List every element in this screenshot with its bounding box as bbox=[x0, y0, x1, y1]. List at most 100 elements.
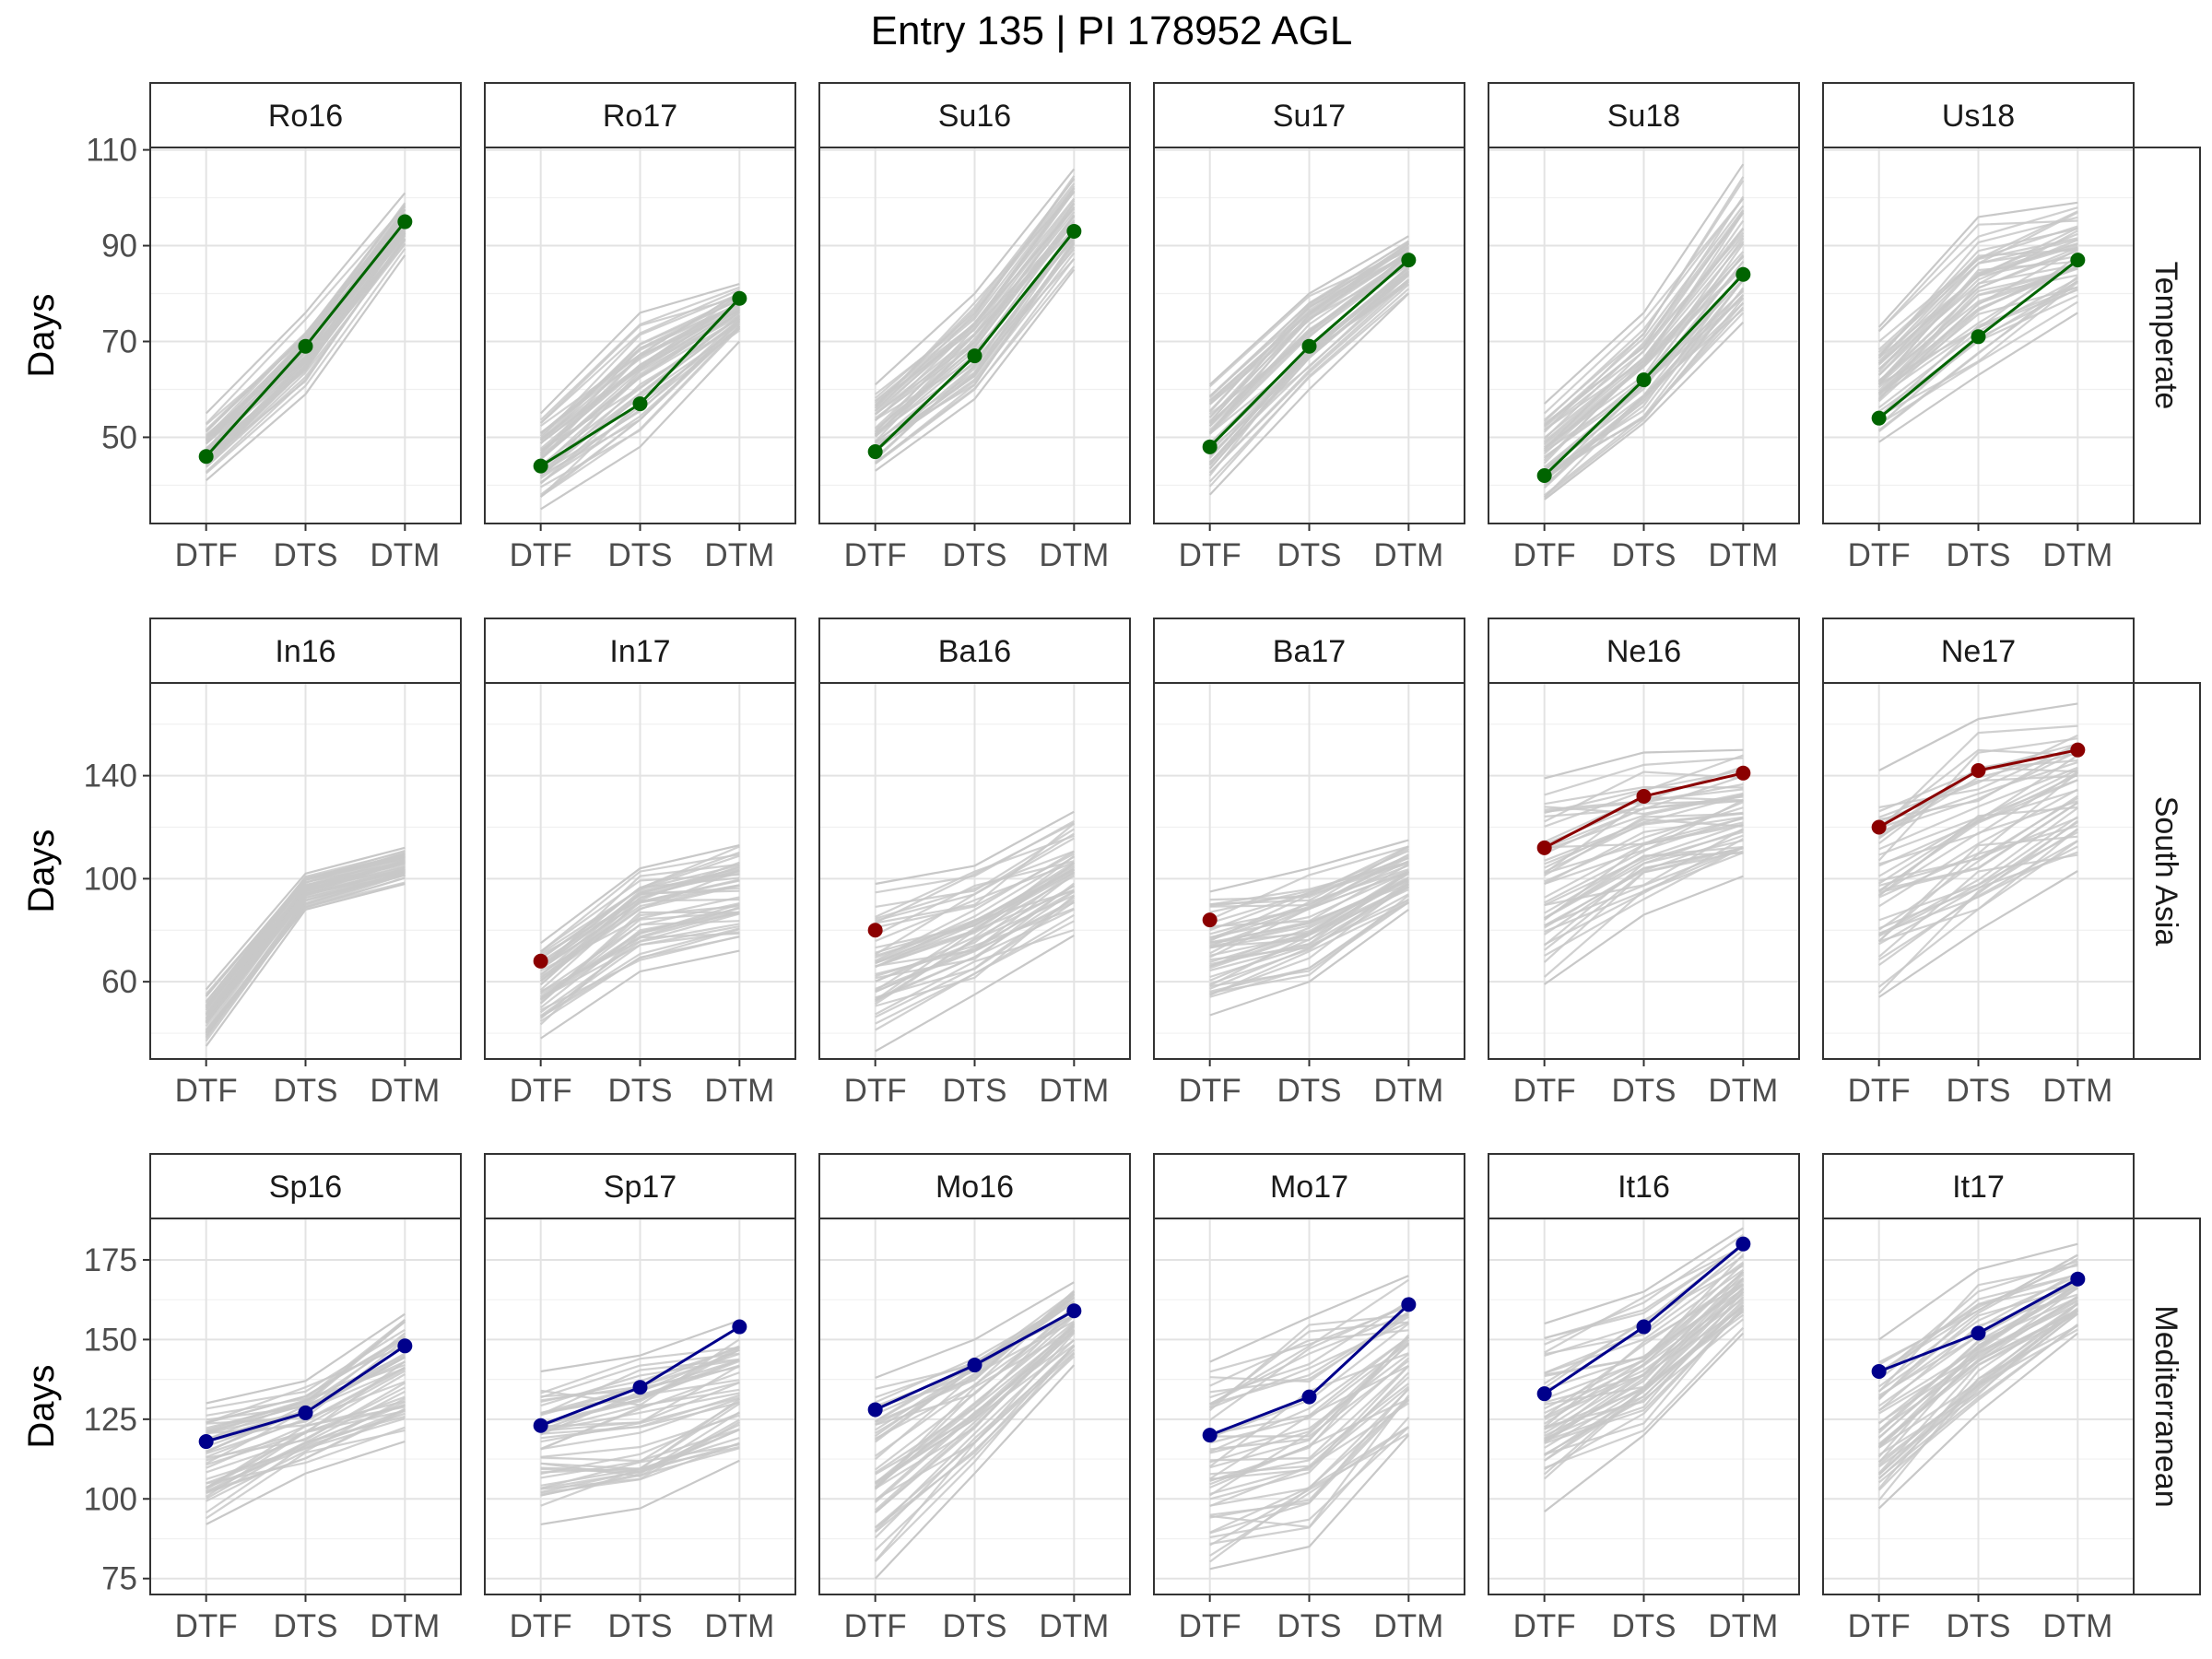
row-strip-box bbox=[2133, 682, 2201, 1060]
background-series-line bbox=[1877, 853, 2078, 958]
facet-label: Su18 bbox=[1607, 99, 1680, 134]
background-series-line bbox=[205, 877, 406, 1031]
background-series-line bbox=[1209, 869, 1409, 947]
background-series-line bbox=[875, 1345, 1076, 1529]
highlight-point bbox=[1536, 468, 1552, 484]
background-series-line bbox=[206, 234, 406, 462]
background-series-line bbox=[1209, 901, 1409, 996]
background-series-line bbox=[1878, 300, 2078, 426]
background-series-line bbox=[875, 1323, 1076, 1484]
highlight-point bbox=[1971, 329, 1986, 345]
background-series-line bbox=[1544, 875, 1744, 985]
facet-panel-it17: It17 DTF DTS DTM bbox=[1822, 1153, 2135, 1644]
facet-panel-ne16: Ne16 DTF DTS DTM bbox=[1488, 618, 1800, 1109]
x-tick-label: DTM bbox=[2042, 1073, 2112, 1109]
background-series-line bbox=[1209, 1394, 1410, 1529]
highlight-point bbox=[533, 953, 548, 969]
background-series-line bbox=[875, 894, 1075, 1003]
facet-panel-sp16: Sp16 DTF DTS DTM 75 100 125 150 175 Days bbox=[21, 1153, 462, 1644]
background-series-line bbox=[875, 901, 1075, 990]
background-series-line bbox=[205, 869, 406, 1023]
background-series-line bbox=[1208, 280, 1410, 474]
highlight-point bbox=[2070, 742, 2086, 758]
facet-label: Ro17 bbox=[603, 99, 677, 134]
background-series-line bbox=[1208, 259, 1409, 428]
background-series-line bbox=[1544, 1277, 1744, 1418]
facet-strip bbox=[818, 1153, 1131, 1219]
background-series-line bbox=[1544, 792, 1744, 816]
x-tick-label: DTM bbox=[1708, 537, 1778, 573]
background-series-line bbox=[1209, 1395, 1410, 1519]
highlight-point bbox=[198, 449, 214, 465]
highlight-point bbox=[1871, 410, 1887, 426]
facet-panel-mo16: Mo16 DTF DTS DTM bbox=[818, 1153, 1131, 1644]
background-series-line bbox=[1878, 702, 2078, 771]
background-series-line bbox=[540, 884, 740, 975]
row-strip-south-asia: South Asia bbox=[2133, 682, 2201, 1060]
background-series-line bbox=[1543, 267, 1745, 451]
background-series-line bbox=[1878, 796, 2078, 882]
background-series-line bbox=[205, 248, 406, 475]
background-series-line bbox=[1544, 1326, 1745, 1469]
background-series-line bbox=[1878, 1274, 2078, 1381]
background-series-line bbox=[875, 268, 1076, 472]
background-series-line bbox=[1878, 819, 2078, 966]
background-series-line bbox=[206, 1408, 406, 1480]
background-series-line bbox=[205, 855, 406, 1009]
background-series-line bbox=[875, 934, 1075, 1053]
background-series-line bbox=[1208, 235, 1409, 386]
x-tick-label: DTM bbox=[1708, 1608, 1778, 1644]
background-series-line bbox=[540, 1359, 740, 1415]
x-tick-label: DTS bbox=[943, 537, 1007, 573]
background-series-line bbox=[1544, 1277, 1745, 1442]
background-series-line bbox=[540, 872, 740, 969]
background-series-line bbox=[539, 286, 740, 421]
background-series-line bbox=[540, 878, 740, 971]
background-series-line bbox=[540, 912, 740, 993]
facet-panel-su17: Su17 DTF DTS DTM bbox=[1153, 82, 1465, 573]
background-series-line bbox=[1878, 851, 2078, 946]
background-series-line bbox=[1544, 1301, 1745, 1429]
x-tick-label: DTF bbox=[175, 1608, 238, 1644]
highlight-point bbox=[867, 1402, 883, 1418]
background-series-line bbox=[1878, 750, 2078, 833]
x-tick-label: DTS bbox=[1612, 537, 1677, 573]
y-tick-label: 70 bbox=[101, 324, 137, 359]
background-series-line bbox=[875, 868, 1075, 964]
background-series-line bbox=[1209, 1365, 1410, 1480]
background-series-line bbox=[1209, 845, 1409, 908]
x-tick-label: DTM bbox=[704, 1608, 774, 1644]
background-series-line bbox=[1544, 748, 1744, 780]
background-series-line bbox=[875, 928, 1075, 1016]
background-series-line bbox=[874, 1348, 1076, 1539]
background-series-line bbox=[1544, 1288, 1745, 1462]
highlight-point bbox=[1735, 1236, 1751, 1252]
background-series-line bbox=[875, 1292, 1076, 1440]
facet-strip bbox=[484, 1153, 796, 1219]
highlight-point bbox=[1202, 912, 1218, 928]
background-series-line bbox=[1209, 864, 1409, 939]
background-series-line bbox=[1878, 766, 2078, 851]
x-tick-label: DTM bbox=[704, 537, 774, 573]
y-tick-label: 100 bbox=[84, 861, 137, 897]
background-series-line bbox=[875, 907, 1075, 978]
facet-label: Us18 bbox=[1942, 99, 2015, 134]
background-series-line bbox=[1544, 838, 1744, 946]
background-series-line bbox=[540, 1359, 740, 1427]
background-series-line bbox=[874, 1320, 1075, 1461]
background-series-line bbox=[1878, 1324, 2078, 1479]
background-series-line bbox=[875, 860, 1075, 936]
facet-label: Su16 bbox=[938, 99, 1011, 134]
background-series-line bbox=[540, 932, 740, 1019]
background-series-line bbox=[875, 913, 1075, 1025]
background-series-line bbox=[1543, 197, 1745, 415]
highlight-point bbox=[732, 1319, 747, 1335]
x-tick-label: DTM bbox=[1039, 537, 1109, 573]
background-series-line bbox=[875, 822, 1075, 924]
background-series-line bbox=[1544, 195, 1745, 425]
x-tick-label: DTS bbox=[608, 1073, 673, 1109]
background-series-line bbox=[540, 317, 740, 459]
background-series-line bbox=[875, 850, 1075, 920]
background-series-line bbox=[540, 1358, 740, 1416]
